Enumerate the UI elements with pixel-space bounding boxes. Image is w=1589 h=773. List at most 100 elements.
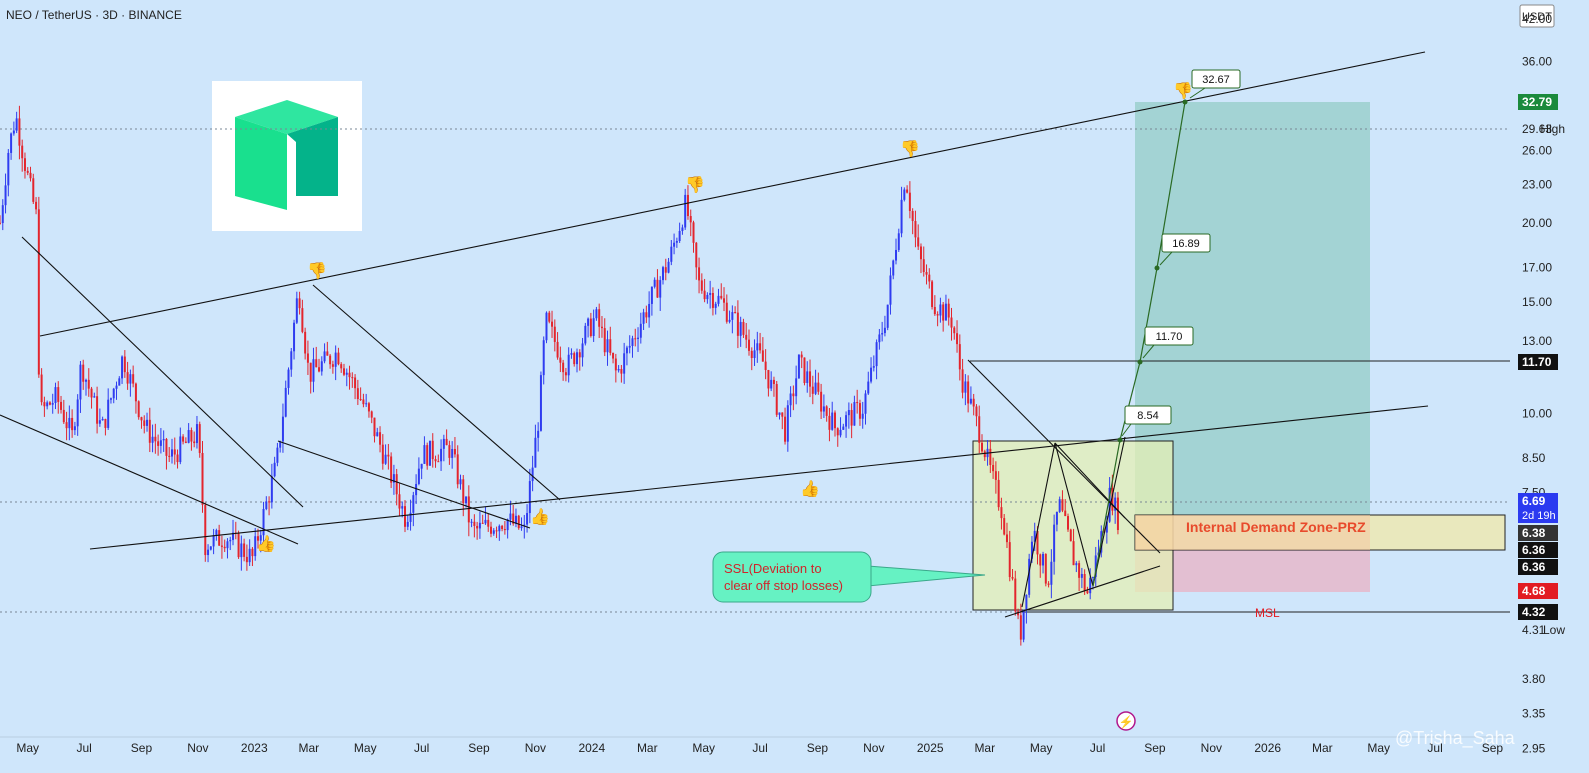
candle-body [465,496,468,504]
candle-body [401,506,404,509]
time-axis[interactable]: May Jul Sep Nov 2023 Mar May Jul Sep Nov 2024 Mar Ma… [0,736,1512,773]
candle-body [759,343,762,351]
candle-body [542,340,545,376]
candle-body [919,246,922,260]
candle-body [825,406,828,416]
candle-body [595,309,598,319]
candle-body [753,350,756,359]
candle-body [969,398,972,404]
candle-body [623,353,626,374]
candle-body [512,513,515,524]
candle-body [90,388,93,398]
time-tick-label: Nov [187,741,208,755]
candle-body [1000,507,1003,519]
candle-body [62,409,65,423]
candle-body [1108,487,1111,522]
candle-body [836,428,839,436]
candle-body [331,364,334,367]
candle-body [76,399,79,427]
price-tick-label: 17.00 [1522,260,1552,274]
candle-body [248,548,251,563]
time-tick-label: Nov [863,741,884,755]
candle-body [4,185,7,206]
candle-body [1022,609,1025,640]
candle-body [728,319,731,322]
candle-body [553,326,556,342]
candle-body [858,403,861,419]
candle-body [348,372,351,378]
candle-body [40,374,43,403]
candle-body [162,438,165,441]
candle-body [462,479,465,504]
candle-body [975,406,978,417]
candle-body [883,327,886,334]
candle-body [526,513,529,525]
candle-body [309,362,312,382]
candle-body [639,323,642,338]
candle-body [312,359,315,382]
candle-body [473,521,476,526]
target-callout-2: 16.89 [1159,233,1211,266]
currency-button[interactable] [1519,4,1555,28]
candle-body [670,246,673,262]
candle-body [1050,561,1053,585]
candle-body [379,432,382,445]
candle-body [281,416,284,442]
candle-body [490,526,493,534]
thumb-markers: 👎 👎 👎 👎 👍 👍 👍 [256,82,1193,553]
candle-body [1067,516,1070,530]
candle-body [428,440,431,466]
candle-body [1111,487,1114,511]
candle-body [745,334,748,340]
candle-body [329,355,332,365]
candle-body [290,351,293,370]
badge-zone-bottom: 6.36 [1518,559,1558,575]
candle-body [1114,497,1117,511]
target-callout-1: 32.67 [1189,69,1241,99]
candle-body [517,515,520,529]
candle-body [467,496,470,523]
candle-body [972,398,975,407]
candle-body [495,530,498,532]
candle-body [215,530,218,536]
price-axis[interactable]: USDT 42.00 36.00 26.00 23.00 20.00 17.00 15.00… [1512,0,1589,756]
candle-body [534,437,537,468]
candle-body [503,529,506,531]
lightning-icon[interactable]: ⚡ [1116,711,1136,731]
candle-body [714,303,717,308]
candle-body [861,413,864,419]
candle-body [978,416,981,443]
candle-body [600,326,603,329]
candle-body [481,522,484,524]
candle-body [26,170,29,173]
candle-body [1036,530,1039,555]
candle-body [57,387,60,402]
candle-body [642,312,645,324]
candle-body [617,369,620,371]
price-tick-label: 3.80 [1522,672,1546,686]
candle-body [73,426,76,431]
candle-body [229,539,232,542]
candle-body [967,381,970,404]
candle-body [1014,578,1017,612]
candle-body [806,371,809,383]
candle-body [725,302,728,322]
candle-body [326,351,329,356]
time-tick-label: Mar [299,741,320,755]
candle-body [54,387,57,403]
candle-body [442,438,445,449]
time-tick-label: Jul [76,741,91,755]
candle-body [1053,524,1056,562]
candle-body [387,454,390,457]
candle-body [908,192,911,211]
time-tick-label: Nov [525,741,546,755]
candle-body [989,448,992,465]
candle-body [573,353,576,365]
high-label: High [1540,122,1565,136]
candle-body [84,379,87,382]
candle-body [204,504,207,556]
candle-body [406,521,409,527]
candle-body [692,222,695,243]
candle-body [65,422,68,429]
